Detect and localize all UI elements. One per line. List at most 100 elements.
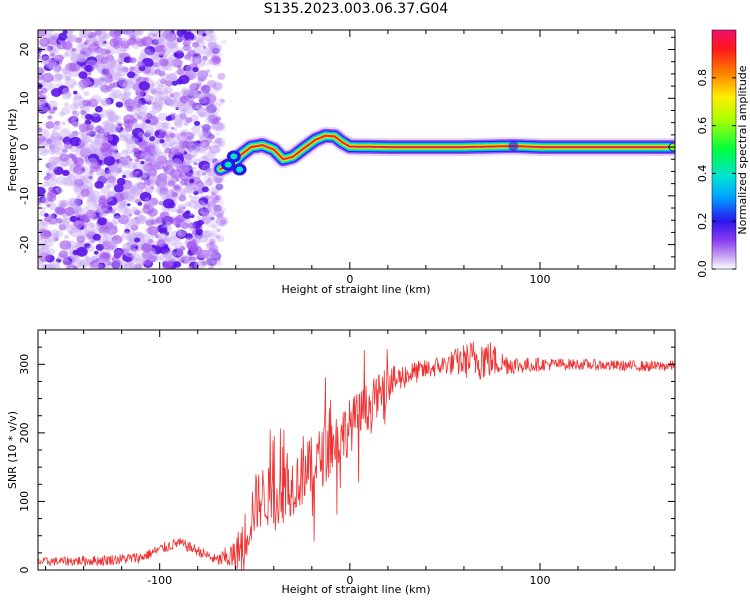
noise-speck (207, 93, 212, 98)
noise-speck (208, 73, 213, 77)
noise-speck (123, 209, 132, 216)
noise-speck (70, 52, 82, 63)
noise-speck (106, 261, 112, 266)
noise-speck (123, 99, 136, 109)
noise-speck (145, 219, 154, 227)
noise-speck (140, 172, 150, 181)
noise-speck (209, 238, 216, 244)
noise-speck (206, 38, 217, 47)
noise-speck (193, 162, 198, 166)
noise-speck (140, 242, 153, 253)
noise-speck (202, 252, 211, 260)
noise-speck (188, 222, 196, 229)
noise-speck (58, 250, 69, 258)
noise-speck (112, 147, 118, 152)
noise-speck (40, 103, 51, 112)
noise-speck (196, 143, 208, 153)
noise-speck (128, 30, 136, 35)
noise-speck (79, 44, 84, 48)
noise-speck (121, 82, 132, 91)
noise-speck (210, 216, 215, 221)
noise-speck (106, 180, 116, 188)
noise-speck (87, 98, 99, 108)
noise-speck (89, 239, 94, 243)
noise-speck (215, 97, 225, 106)
noise-speck (82, 147, 86, 151)
noise-speck (203, 230, 213, 239)
noise-speck (189, 212, 194, 216)
noise-speck (108, 164, 119, 173)
noise-speck (138, 81, 150, 91)
noise-speck (38, 221, 48, 232)
noise-speck (133, 209, 141, 216)
noise-speck (195, 146, 201, 152)
noise-speck (39, 72, 44, 77)
noise-speck (202, 55, 208, 61)
noise-speck (41, 207, 46, 211)
noise-speck (209, 230, 218, 237)
noise-speck (159, 130, 168, 137)
noise-speck (80, 33, 87, 39)
noise-speck (60, 106, 71, 115)
noise-speck (123, 137, 129, 142)
chart-title: S135.2023.003.06.37.G04 (263, 1, 449, 17)
noise-speck (85, 49, 95, 57)
noise-speck (53, 220, 59, 225)
noise-speck (216, 141, 224, 147)
noise-speck (208, 74, 213, 78)
noise-speck (152, 101, 157, 105)
noise-speck (217, 122, 225, 130)
noise-speck (153, 61, 161, 69)
noise-speck (127, 37, 137, 46)
noise-speck (95, 125, 104, 133)
noise-speck (166, 38, 179, 49)
ridge-blob (508, 141, 519, 152)
noise-speck (112, 260, 124, 269)
noise-speck (209, 56, 221, 66)
colorbar: 0.0 0.2 0.4 0.6 0.8 Normalized spectral ampl… (696, 29, 749, 278)
noise-speck (60, 121, 66, 126)
noise-speck (70, 119, 75, 123)
noise-speck (193, 140, 203, 148)
noise-speck (128, 213, 133, 217)
x-tick-label: 100 (529, 574, 550, 587)
noise-speck (73, 164, 85, 175)
noise-speck (206, 243, 216, 252)
noise-speck (65, 77, 71, 81)
noise-speck (138, 216, 148, 224)
noise-speck (196, 106, 207, 115)
noise-speck (126, 203, 131, 207)
noise-speck (90, 113, 102, 123)
noise-speck (191, 155, 196, 159)
noise-speck (60, 201, 65, 205)
noise-speck (207, 150, 217, 158)
noise-speck (124, 148, 132, 155)
noise-speck (159, 246, 170, 255)
noise-speck (51, 150, 57, 154)
noise-speck (78, 139, 89, 147)
noise-speck (193, 30, 199, 33)
y-tick-label: 300 (18, 354, 31, 375)
noise-speck (159, 71, 164, 76)
noise-speck (94, 63, 99, 68)
noise-speck (180, 87, 191, 96)
snr-series (38, 341, 675, 570)
noise-speck (170, 169, 182, 179)
noise-speck (51, 238, 58, 243)
noise-speck (123, 79, 135, 89)
noise-speck (134, 140, 140, 145)
noise-speck (72, 81, 77, 86)
noise-speck (209, 145, 220, 154)
noise-speck (201, 230, 210, 239)
noise-speck (80, 30, 93, 36)
noise-speck (117, 93, 125, 100)
noise-speck (207, 177, 212, 181)
noise-speck (208, 206, 213, 211)
noise-speck (184, 201, 192, 207)
noise-speck (67, 34, 77, 43)
noise-speck (110, 163, 123, 173)
noise-speck (166, 138, 171, 142)
noise-speck (173, 128, 178, 132)
noise-speck (67, 153, 74, 159)
noise-speck (44, 213, 49, 217)
